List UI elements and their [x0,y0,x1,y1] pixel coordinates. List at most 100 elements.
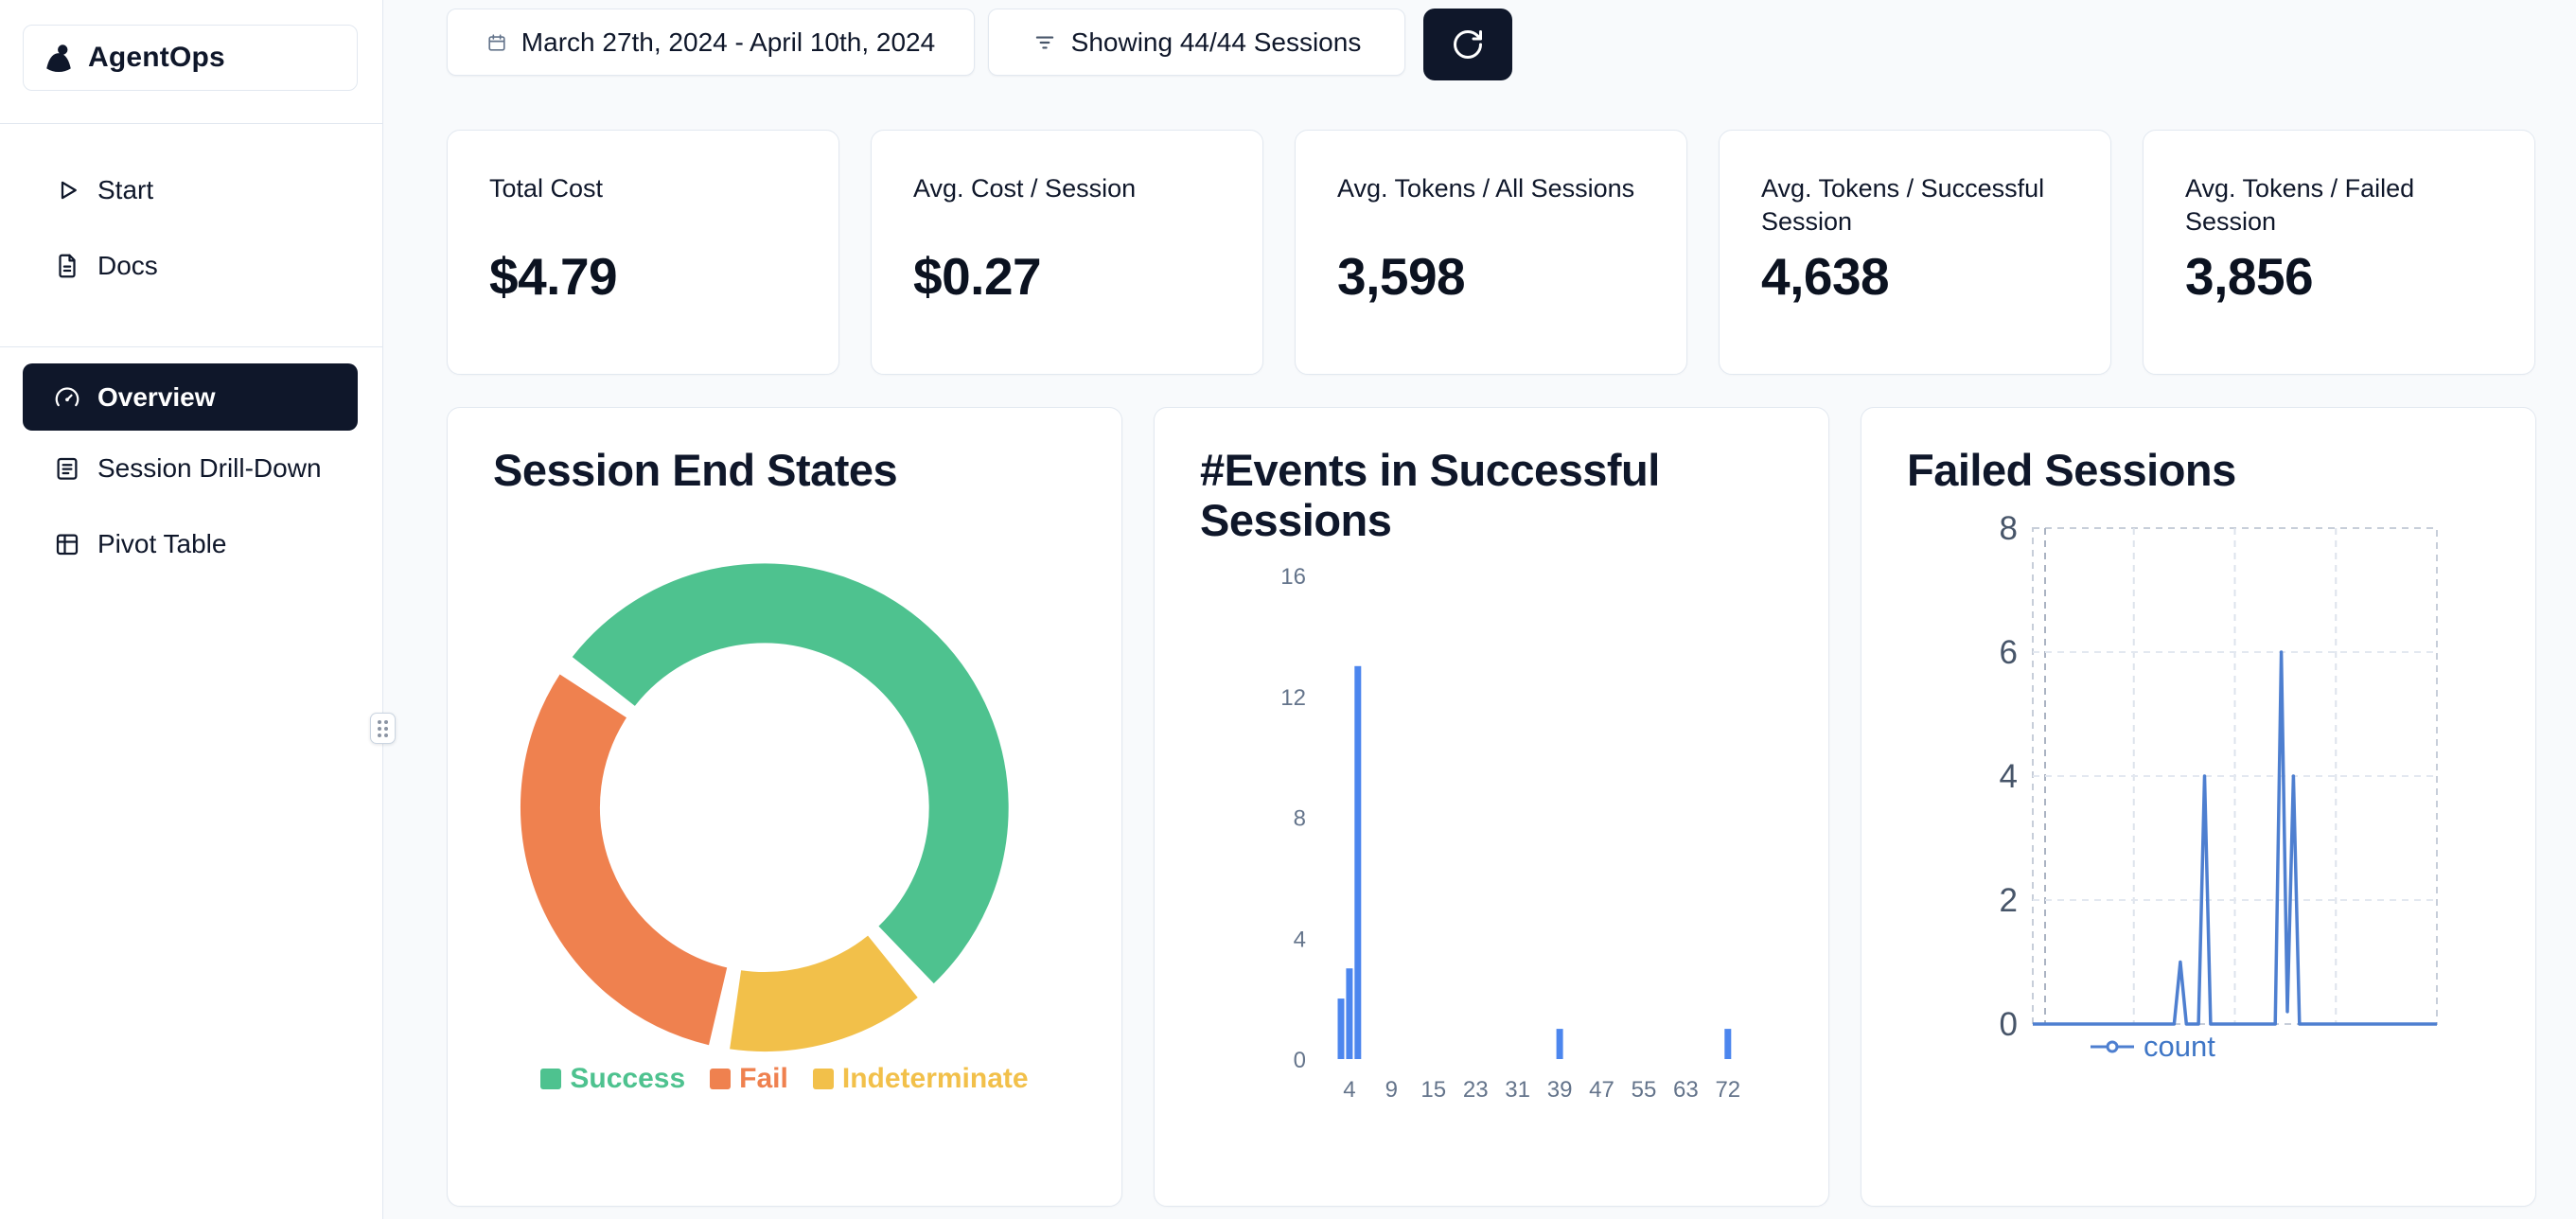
donut-slice-fail [520,674,728,1046]
filter-icon [1035,36,1053,48]
charts-row: Session End States Success Fail Indetermin… [447,407,2576,1207]
divider [0,123,382,124]
stat-label: Avg. Tokens / Successful Session [1761,174,2045,236]
topbar: March 27th, 2024 - April 10th, 2024 Show… [447,9,2576,80]
svg-text:55: 55 [1632,1077,1657,1103]
svg-text:8: 8 [2000,510,2018,547]
count-legend[interactable]: count [2091,1030,2215,1064]
stat-label: Total Cost [489,174,604,203]
agentops-logo-icon [46,44,71,73]
stats-row: Total Cost $4.79 Avg. Cost / Session $0.… [447,130,2576,375]
chart-title: Session End States [493,445,898,495]
svg-text:9: 9 [1385,1077,1398,1103]
line-legend-glyph-icon [2091,1040,2134,1053]
histogram-bar [1354,665,1362,1059]
legend-label: Indeterminate [841,1063,1029,1094]
histogram-bar [1556,1029,1563,1059]
svg-text:31: 31 [1505,1077,1530,1103]
svg-text:2: 2 [2000,882,2018,919]
report-icon [57,457,78,480]
sidebar-item-pivot-table[interactable]: Pivot Table [0,506,382,582]
drag-dots-icon [378,719,381,724]
line-legend-label: count [2144,1030,2215,1063]
sidebar-item-label: Start [97,175,154,204]
refresh-button[interactable] [1423,9,1512,80]
stat-value: $0.27 [913,247,1042,306]
donut-legend-item-fail[interactable]: Fail [710,1063,788,1095]
sidebar: AgentOps Start Docs Overview [0,0,383,1219]
count-line-series [2033,650,2437,1026]
stat-label: Avg. Tokens / Failed Session [2185,174,2415,236]
sidebar-nav-main: Overview Session Drill-Down Pivot Table [0,363,382,582]
legend-swatch [812,1069,834,1089]
legend-label: Success [570,1063,686,1094]
stat-card-avg-tokens-failed: Avg. Tokens / Failed Session 3,856 [2143,130,2535,375]
sidebar-item-start[interactable]: Start [0,152,382,228]
sidebar-item-overview[interactable]: Overview [23,363,358,431]
sidebar-item-session-drill-down[interactable]: Session Drill-Down [0,431,382,506]
chart-title: #Events in Successful Sessions [1200,445,1660,545]
legend-swatch [540,1069,562,1089]
svg-text:0: 0 [2000,1006,2018,1043]
donut-legend: Success Fail Indeterminate [448,1063,1121,1095]
divider [0,346,382,347]
sidebar-item-label: Docs [97,251,158,280]
gauge-icon [55,386,79,406]
stat-card-avg-cost-session: Avg. Cost / Session $0.27 [871,130,1263,375]
svg-text:63: 63 [1673,1077,1699,1103]
histogram-bar [1724,1029,1732,1059]
chart-title: Failed Sessions [1907,445,2236,495]
play-icon [61,181,77,200]
main-content: March 27th, 2024 - April 10th, 2024 Show… [383,0,2576,1219]
calendar-icon [488,33,505,51]
date-range-label: March 27th, 2024 - April 10th, 2024 [520,26,936,57]
donut-legend-item-success[interactable]: Success [540,1063,685,1095]
legend-swatch [710,1069,732,1089]
legend-label: Fail [739,1063,788,1094]
events-histogram-card: #Events in Successful Sessions 0 4 8 12 16 4 9… [1154,407,1829,1207]
sidebar-item-label: Pivot Table [97,529,227,558]
sidebar-resize-handle[interactable] [370,713,396,744]
stat-value: 3,598 [1337,247,1466,306]
donut-slice-indeterminate [730,934,918,1051]
stat-value: 4,638 [1761,247,1890,306]
sessions-filter-label: Showing 44/44 Sessions [1070,26,1362,57]
doc-icon [59,254,76,278]
histogram-bar [1337,998,1345,1059]
refresh-icon [1454,30,1482,59]
svg-text:39: 39 [1547,1077,1573,1103]
svg-text:6: 6 [2000,634,2018,671]
stat-label: Avg. Cost / Session [913,174,1137,203]
stat-label: Avg. Tokens / All Sessions [1337,174,1635,203]
svg-text:15: 15 [1420,1077,1446,1103]
svg-text:23: 23 [1463,1077,1489,1103]
svg-text:8: 8 [1294,806,1306,832]
app-name: AgentOps [88,42,225,73]
sessions-filter-button[interactable]: Showing 44/44 Sessions [988,9,1405,76]
sidebar-nav-top: Start Docs [0,152,382,304]
plot-border [2032,527,2438,1025]
session-end-states-card: Session End States Success Fail Indetermin… [447,407,1122,1207]
date-range-button[interactable]: March 27th, 2024 - April 10th, 2024 [447,9,975,76]
failed-sessions-line-chart: 0 2 4 6 8 [2000,510,2438,1043]
svg-text:16: 16 [1280,564,1306,590]
logo[interactable]: AgentOps [23,25,358,91]
svg-text:4: 4 [2000,758,2018,795]
sidebar-item-docs[interactable]: Docs [0,228,382,304]
donut-slice-success [572,563,1009,984]
svg-text:47: 47 [1589,1077,1614,1103]
svg-text:0: 0 [1294,1048,1306,1073]
stat-card-avg-tokens-all: Avg. Tokens / All Sessions 3,598 [1295,130,1687,375]
stat-value: 3,856 [2185,247,2314,306]
stat-value: $4.79 [489,247,618,306]
pivot-table-icon [56,534,79,556]
svg-text:4: 4 [1343,1077,1355,1103]
stat-card-avg-tokens-successful: Avg. Tokens / Successful Session 4,638 [1719,130,2111,375]
svg-text:72: 72 [1715,1077,1740,1103]
svg-text:4: 4 [1294,927,1306,952]
stat-card-total-cost: Total Cost $4.79 [447,130,839,375]
donut-legend-item-indeterminate[interactable]: Indeterminate [812,1063,1029,1095]
histogram-bar [1346,968,1353,1059]
sidebar-item-label: Session Drill-Down [97,453,322,483]
svg-text:12: 12 [1280,685,1306,711]
